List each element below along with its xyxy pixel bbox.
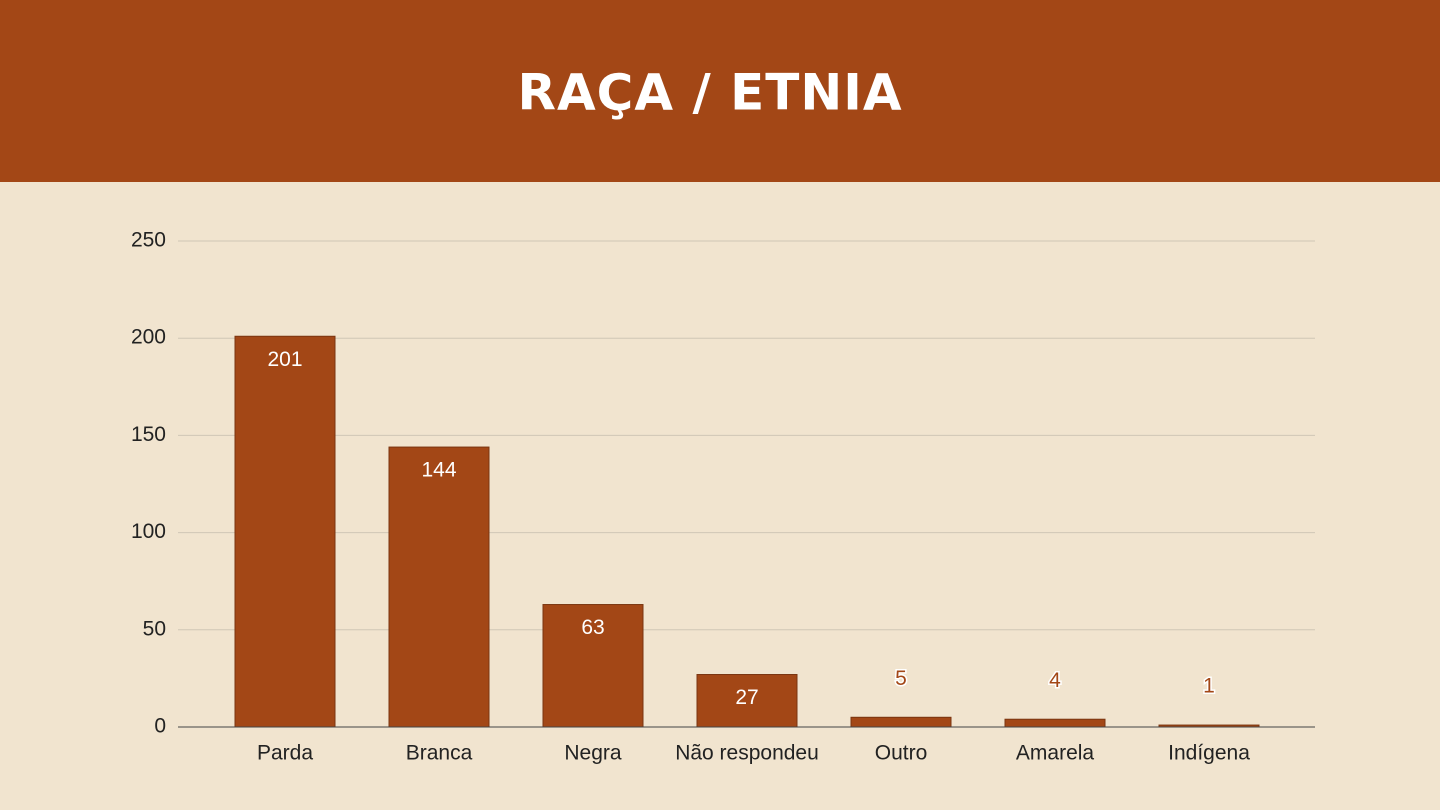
value-label: 63	[581, 616, 604, 639]
chart-title: RAÇA / ETNIA	[517, 64, 902, 122]
y-tick-label: 200	[131, 326, 166, 349]
y-tick-label: 0	[154, 715, 166, 738]
value-label: 1	[1203, 675, 1215, 698]
y-tick-label: 50	[143, 617, 166, 640]
x-tick-label: Branca	[406, 742, 473, 765]
x-tick-label: Amarela	[1016, 742, 1095, 765]
bar	[1004, 718, 1106, 728]
bar	[542, 604, 644, 728]
y-tick-label: 150	[131, 423, 166, 446]
value-label: 144	[421, 459, 456, 482]
bar	[850, 716, 952, 728]
value-label: 5	[895, 667, 907, 690]
x-tick-label: Não respondeu	[675, 742, 819, 765]
x-tick-label: Negra	[564, 742, 622, 765]
y-tick-label: 250	[131, 229, 166, 252]
bar	[388, 446, 490, 728]
header-band	[0, 0, 1440, 182]
x-tick-label: Parda	[257, 742, 313, 765]
value-label: 201	[267, 348, 302, 371]
bar	[234, 335, 336, 728]
x-tick-label: Outro	[875, 742, 928, 765]
value-label: 27	[735, 686, 758, 709]
y-tick-label: 100	[131, 520, 166, 543]
value-label: 4	[1049, 669, 1061, 692]
x-tick-label: Indígena	[1168, 742, 1250, 765]
